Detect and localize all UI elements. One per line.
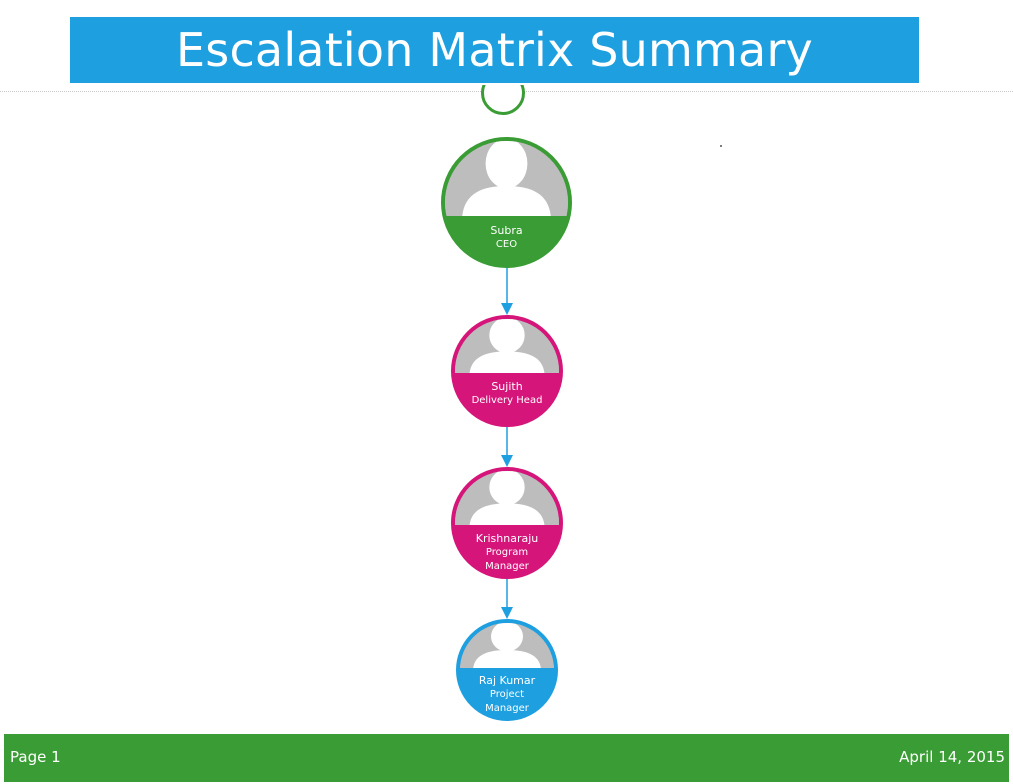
node-label: Raj Kumar Project Manager [460,668,554,717]
node-name: Raj Kumar [478,674,536,687]
stray-dot [720,145,722,147]
person-silhouette-icon [455,471,559,525]
node-delivery-head[interactable]: Sujith Delivery Head [451,315,563,427]
node-name: Sujith [491,380,523,393]
node-role: Program Manager [485,547,529,572]
page-number: Page 1 [10,748,61,766]
slide-title: Escalation Matrix Summary [70,17,919,83]
node-ceo[interactable]: Subra CEO [441,137,572,268]
node-name: Krishnaraju [475,532,539,545]
node-label: Sujith Delivery Head [455,373,559,423]
node-role: CEO [495,239,518,250]
node-role: Delivery Head [471,395,543,406]
person-silhouette-icon [460,623,554,668]
node-label: Subra CEO [445,216,568,264]
node-project-manager[interactable]: Raj Kumar Project Manager [456,619,558,721]
person-silhouette-icon [445,141,568,216]
footer-date: April 14, 2015 [899,748,1005,766]
footer-bar: Page 1 April 14, 2015 [4,734,1009,782]
node-label: Krishnaraju Program Manager [455,525,559,575]
node-role: Project Manager [485,689,529,714]
node-program-manager[interactable]: Krishnaraju Program Manager [451,467,563,579]
person-silhouette-icon [455,319,559,373]
node-name: Subra [490,224,523,237]
